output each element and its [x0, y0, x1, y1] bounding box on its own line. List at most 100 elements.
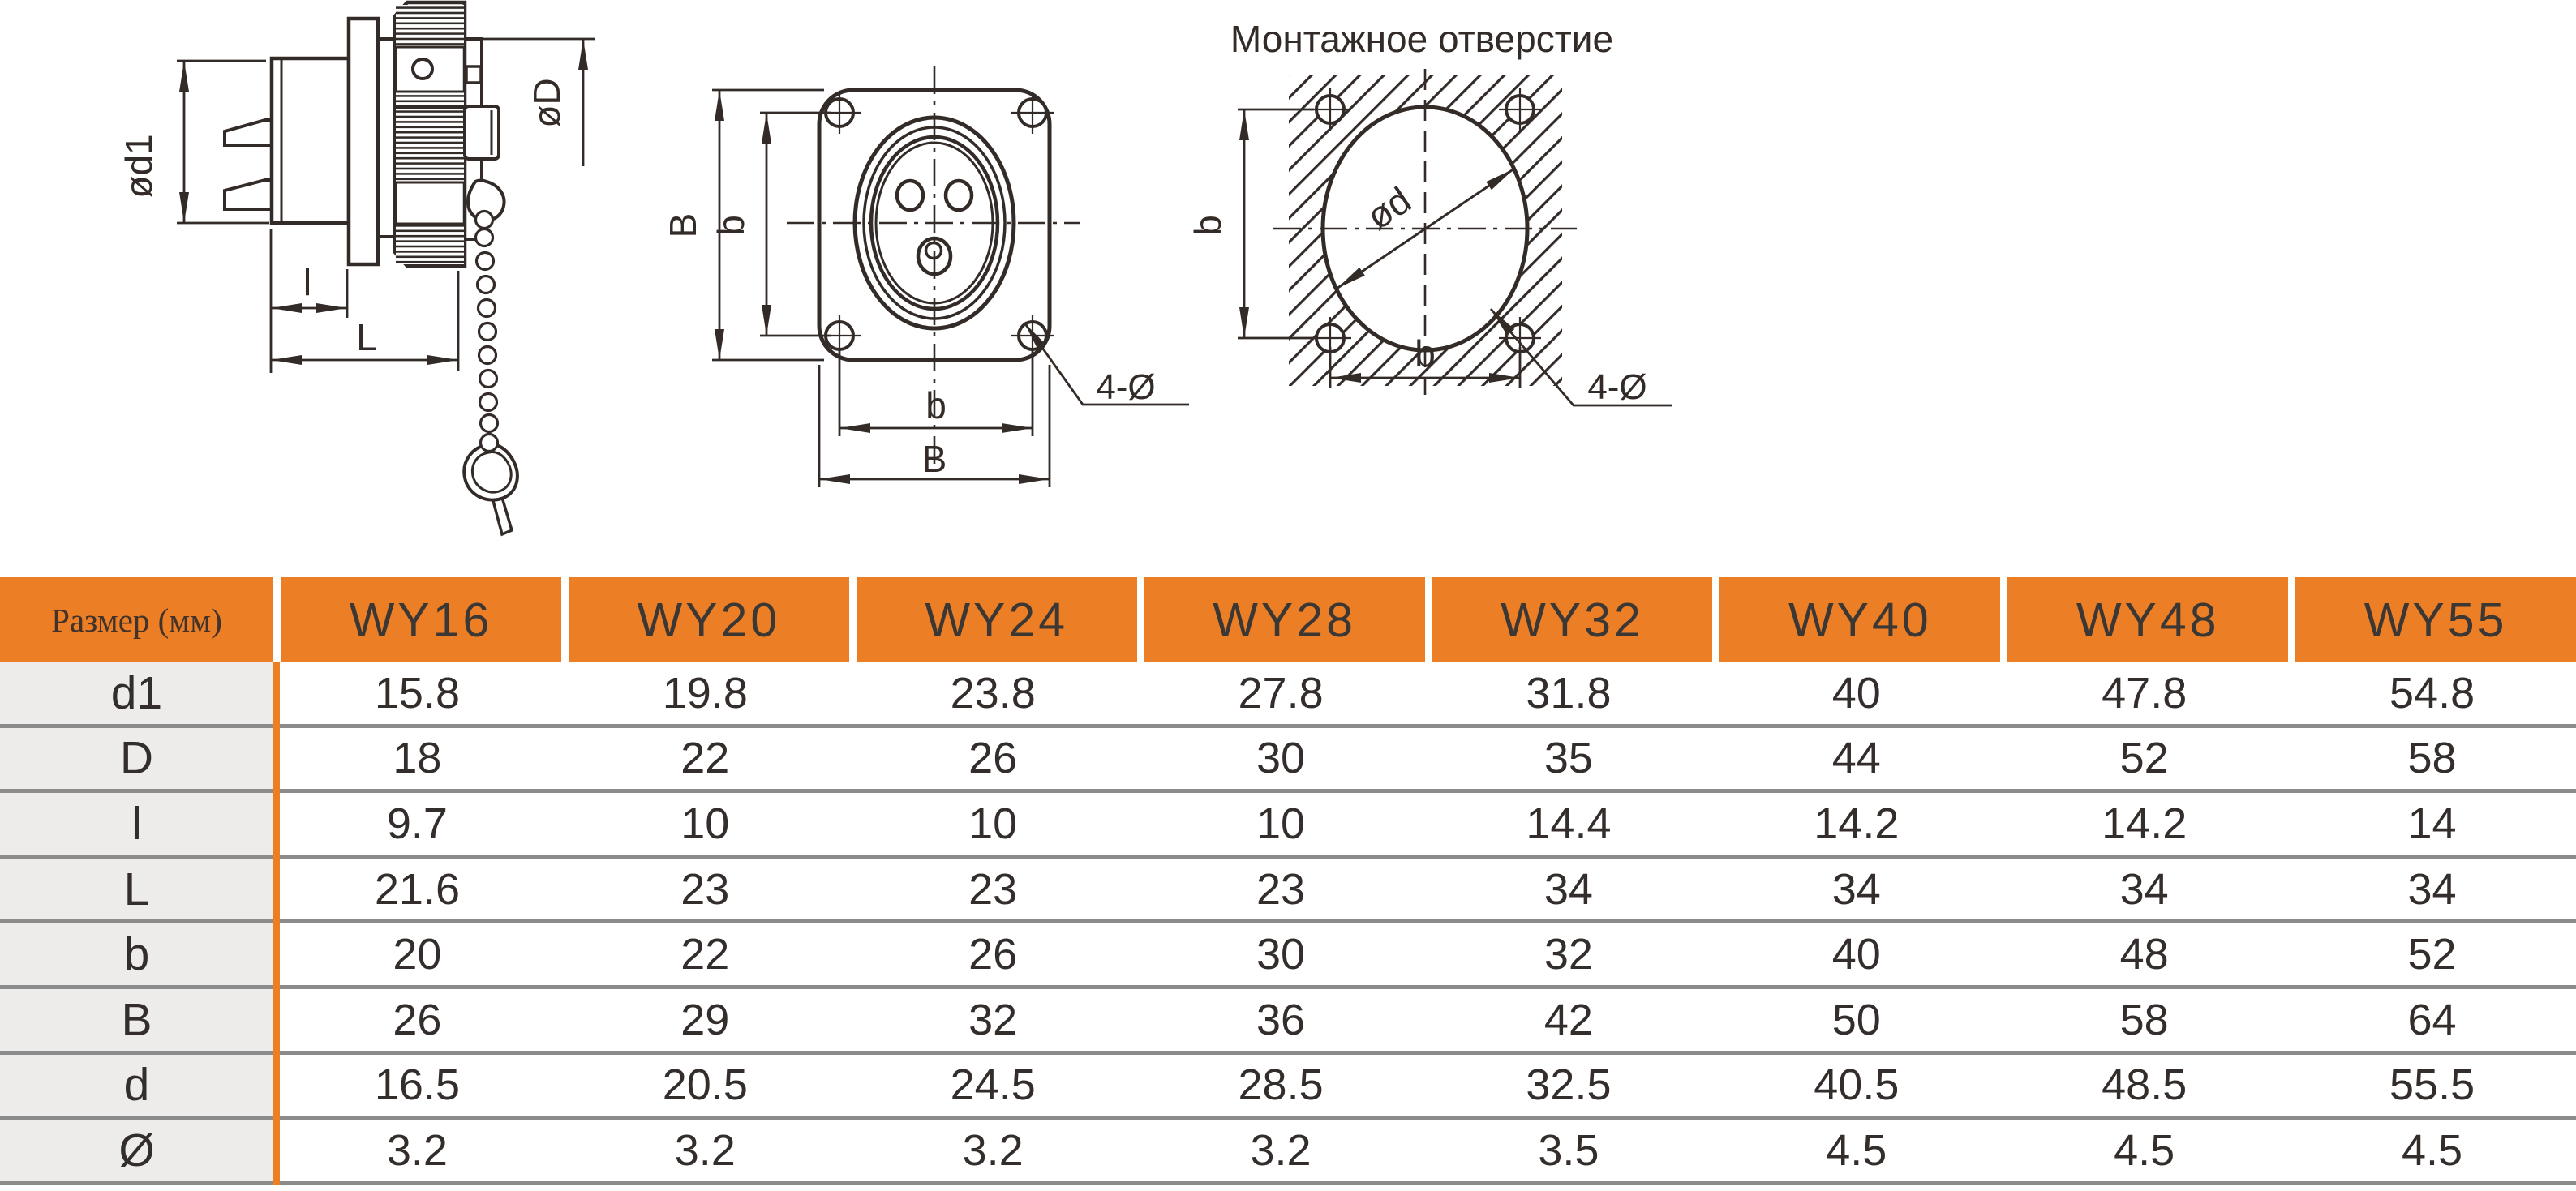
model-header-wy32: WY32 — [1432, 577, 1713, 662]
value-cell: 23.8 — [950, 668, 1036, 718]
dim-B-left-label: B — [662, 213, 704, 238]
value-cell: 47.8 — [2102, 668, 2187, 718]
ball-chain — [474, 209, 500, 453]
chain-lug — [466, 178, 506, 222]
value-cell: 34 — [2407, 864, 2457, 914]
holes-callout-label: 4-Ø — [1096, 367, 1155, 407]
value-cell: 23 — [1256, 864, 1306, 914]
dim-b-bottom — [1329, 347, 1522, 388]
value-cell: 40 — [1831, 668, 1881, 718]
value-cell: 54.8 — [2389, 668, 2475, 718]
row-label-cell: L — [0, 858, 273, 920]
value-cell: 3.2 — [962, 1125, 1024, 1175]
value-cell: 27.8 — [1238, 668, 1324, 718]
dimensions — [1238, 108, 1672, 407]
value-cell: 32 — [968, 995, 1018, 1044]
knurl-band — [396, 92, 464, 182]
model-header-wy16: WY16 — [281, 577, 561, 662]
value-cell: 4.5 — [2402, 1125, 2463, 1175]
model-header-wy40: WY40 — [1719, 577, 2001, 662]
value-cell: 14.2 — [1814, 799, 1900, 848]
value-cell: 58 — [2407, 734, 2457, 783]
dim-b-left-label: b — [710, 215, 752, 236]
dim-d-diagonal — [1336, 167, 1515, 290]
value-cell: 40 — [1831, 930, 1881, 979]
pin-contacts — [223, 118, 273, 211]
value-cell: 20.5 — [662, 1060, 748, 1110]
table-row-L: L 21.6 23 23 23 34 34 34 34 — [0, 858, 2576, 924]
value-cell: 34 — [1831, 864, 1881, 914]
dim-b-left-label: b — [1187, 215, 1229, 236]
value-cell: 20 — [393, 930, 442, 979]
dim-b-left — [760, 111, 831, 337]
model-header-wy48: WY48 — [2007, 577, 2289, 662]
value-cell: 55.5 — [2389, 1060, 2475, 1110]
dust-cap — [462, 442, 519, 537]
table-row-diameter: Ø 3.2 3.2 3.2 3.2 3.5 4.5 4.5 4.5 — [0, 1120, 2576, 1185]
dim-L-label: L — [356, 316, 377, 358]
value-cell: 21.6 — [374, 864, 460, 914]
value-cell: 22 — [680, 930, 730, 979]
stop-pin — [465, 65, 483, 84]
value-cell: 36 — [1256, 995, 1306, 1044]
value-cell: 52 — [2407, 930, 2457, 979]
dim-B-bottom-label: B — [922, 438, 947, 480]
row-label-cell: l — [0, 793, 273, 855]
mounting-hole-drawing: Монтажное отверстие — [1187, 18, 1672, 407]
value-cell: 3.2 — [1250, 1125, 1312, 1175]
value-cell: 14 — [2407, 799, 2457, 848]
row-label-cell: d — [0, 1054, 273, 1116]
value-cell: 10 — [968, 799, 1018, 848]
value-cell: 4.5 — [2114, 1125, 2175, 1175]
value-cell: 10 — [680, 799, 730, 848]
holes-callout-label: 4-Ø — [1587, 367, 1646, 407]
table-row-d1: d1 15.8 19.8 23.8 27.8 31.8 40 47.8 54.8 — [0, 662, 2576, 728]
value-cell: 40.5 — [1814, 1060, 1900, 1110]
value-cell: 18 — [393, 734, 442, 783]
knurl-band — [396, 5, 464, 47]
value-cell: 26 — [393, 995, 442, 1044]
table-row-B: B 26 29 32 36 42 50 58 64 — [0, 988, 2576, 1055]
value-cell: 64 — [2407, 995, 2457, 1044]
value-cell: 30 — [1256, 734, 1306, 783]
table-row-l: l 9.7 10 10 10 14.4 14.2 14.2 14 — [0, 793, 2576, 859]
dim-b-left — [1238, 108, 1314, 340]
orange-divider — [273, 662, 280, 1185]
value-cell: 10 — [1256, 799, 1306, 848]
table-header-row: Размер (мм) WY16 WY20 WY24 WY28 WY32 WY4… — [0, 577, 2576, 662]
dim-l-label: l — [303, 261, 311, 303]
value-cell: 4.5 — [1826, 1125, 1887, 1175]
value-cell: 14.2 — [2102, 799, 2187, 848]
value-cell: 32.5 — [1526, 1060, 1612, 1110]
dim-D — [466, 37, 595, 166]
knurl-band — [396, 224, 464, 264]
value-cell: 3.2 — [386, 1125, 448, 1175]
value-cell: 50 — [1831, 995, 1881, 1044]
value-cell: 28.5 — [1238, 1060, 1324, 1110]
value-cell: 14.4 — [1526, 799, 1612, 848]
dim-B-left — [712, 88, 824, 362]
value-cell: 34 — [2119, 864, 2169, 914]
mounting-flange-side — [346, 16, 380, 267]
model-header-wy20: WY20 — [568, 577, 849, 662]
value-cell: 22 — [680, 734, 730, 783]
dim-B-bottom — [818, 365, 1051, 487]
holes-callout-leader — [1489, 308, 1672, 407]
model-header-wy28: WY28 — [1144, 577, 1425, 662]
table-row-d: d 16.5 20.5 24.5 28.5 32.5 40.5 48.5 55.… — [0, 1054, 2576, 1120]
row-label-cell: d1 — [0, 662, 273, 724]
size-table: Размер (мм) WY16 WY20 WY24 WY28 WY32 WY4… — [0, 577, 2576, 1191]
value-cell: 26 — [968, 734, 1018, 783]
value-cell: 29 — [680, 995, 730, 1044]
centerlines — [787, 66, 1080, 470]
value-cell: 9.7 — [386, 799, 448, 848]
value-cell: 48.5 — [2102, 1060, 2187, 1110]
table-row-b: b 20 22 26 30 32 40 48 52 — [0, 923, 2576, 989]
side-view-drawing: ød1 l L øD — [118, 0, 595, 537]
value-cell: 16.5 — [374, 1060, 460, 1110]
front-view-drawing: B b b B 4-Ø — [662, 66, 1189, 487]
value-cell: 24.5 — [950, 1060, 1036, 1110]
row-label-cell: B — [0, 988, 273, 1051]
model-header-wy24: WY24 — [856, 577, 1137, 662]
